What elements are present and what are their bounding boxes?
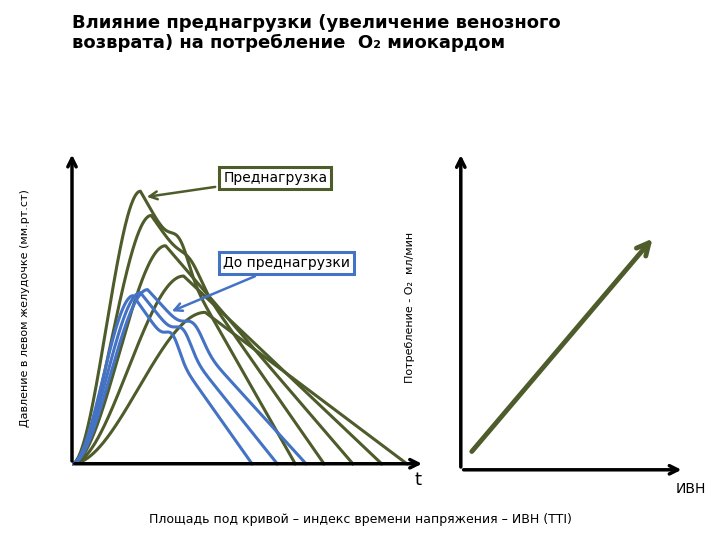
Text: Преднагрузка: Преднагрузка [150, 171, 328, 199]
Text: ИВН: ИВН [676, 482, 706, 496]
Text: До преднагрузки: До преднагрузки [174, 256, 350, 310]
Text: Площадь под кривой – индекс времени напряжения – ИВН (TTI): Площадь под кривой – индекс времени напр… [148, 514, 572, 526]
Text: Давление в левом желудочке (мм.рт.ст): Давление в левом желудочке (мм.рт.ст) [20, 189, 30, 427]
Text: Влияние преднагрузки (увеличение венозного
возврата) на потребление  О₂ миокардо: Влияние преднагрузки (увеличение венозно… [72, 14, 561, 52]
Text: Потребление - О₂  мл/мин: Потребление - О₂ мл/мин [405, 232, 415, 383]
Text: t: t [414, 471, 421, 489]
